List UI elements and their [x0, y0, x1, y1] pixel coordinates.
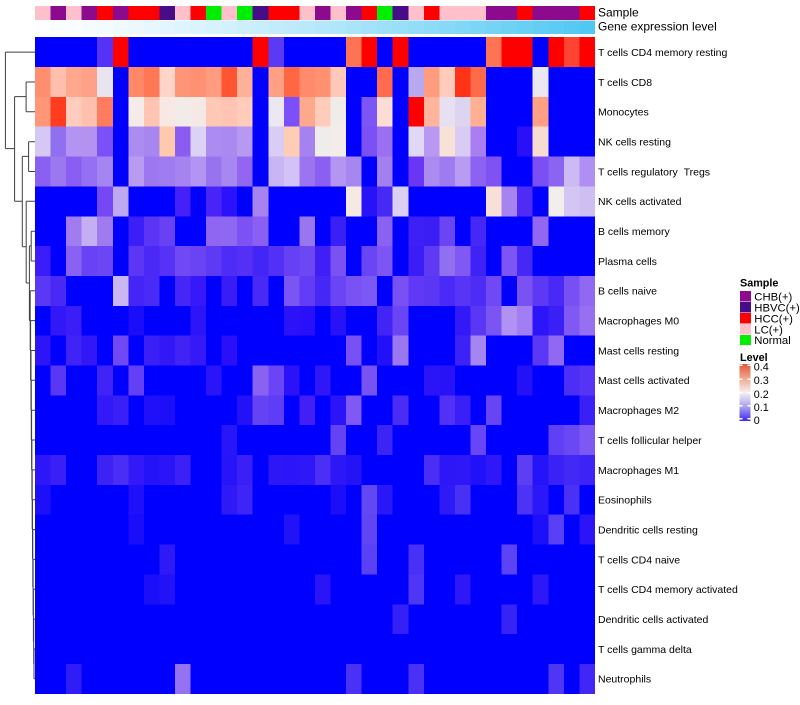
svg-text:0.3: 0.3 — [754, 375, 769, 387]
svg-text:Monocytes: Monocytes — [598, 107, 649, 119]
svg-text:Level: Level — [740, 352, 768, 364]
svg-text:CHB(+): CHB(+) — [754, 292, 792, 304]
svg-text:Dendritic cells resting: Dendritic cells resting — [598, 524, 698, 536]
svg-text:T cells follicular helper: T cells follicular helper — [598, 435, 702, 447]
svg-text:Macrophages M1: Macrophages M1 — [598, 465, 679, 477]
svg-text:0.1: 0.1 — [754, 402, 769, 414]
svg-text:B cells naive: B cells naive — [598, 286, 657, 298]
svg-text:Eosinophils: Eosinophils — [598, 495, 652, 507]
svg-text:Dendritic cells activated: Dendritic cells activated — [598, 614, 708, 626]
svg-text:T cells CD4 naive: T cells CD4 naive — [598, 554, 680, 566]
svg-text:LC(+): LC(+) — [754, 324, 783, 336]
svg-text:Macrophages M2: Macrophages M2 — [598, 405, 679, 417]
svg-text:B cells memory: B cells memory — [598, 226, 671, 238]
svg-text:NK cells activated: NK cells activated — [598, 196, 682, 208]
svg-text:Gene expression level: Gene expression level — [598, 19, 717, 33]
svg-text:Sample: Sample — [598, 5, 639, 19]
svg-text:Macrophages M0: Macrophages M0 — [598, 316, 679, 328]
svg-text:NK cells resting: NK cells resting — [598, 137, 671, 149]
svg-text:T cells regulatory Tregs: T cells regulatory Tregs — [598, 166, 710, 178]
svg-text:Mast cells resting: Mast cells resting — [598, 345, 679, 357]
svg-text:0.4: 0.4 — [754, 361, 769, 373]
svg-text:HCC(+): HCC(+) — [754, 313, 793, 325]
svg-text:Neutrophils: Neutrophils — [598, 674, 651, 686]
svg-text:0: 0 — [754, 415, 760, 427]
svg-text:Normal: Normal — [754, 335, 790, 347]
svg-text:HBVC(+): HBVC(+) — [754, 302, 800, 314]
svg-text:T cells CD4 memory activated: T cells CD4 memory activated — [598, 584, 738, 596]
svg-text:T cells gamma delta: T cells gamma delta — [598, 644, 692, 656]
svg-text:T cells CD8: T cells CD8 — [598, 77, 652, 89]
svg-text:0.2: 0.2 — [754, 389, 769, 401]
svg-text:Sample: Sample — [740, 277, 778, 289]
svg-text:T cells CD4 memory resting: T cells CD4 memory resting — [598, 47, 727, 59]
svg-text:Mast cells activated: Mast cells activated — [598, 375, 690, 387]
svg-text:Plasma cells: Plasma cells — [598, 256, 657, 268]
